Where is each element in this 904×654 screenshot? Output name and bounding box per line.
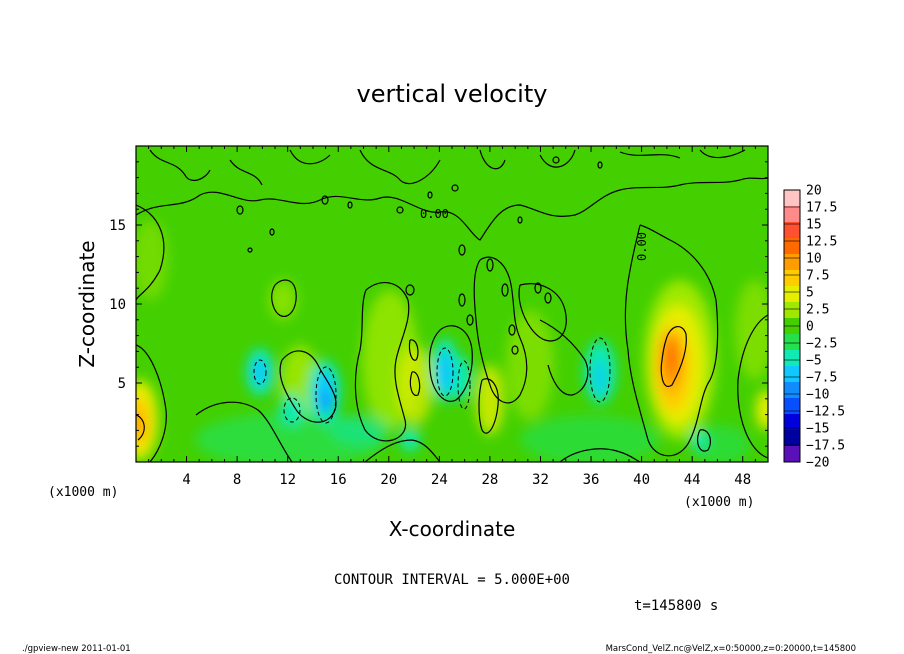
colorbar-swatch	[784, 206, 800, 223]
x-tick-label: 32	[532, 472, 549, 488]
colorbar-swatch	[784, 334, 800, 351]
colorbar-label: 2.5	[806, 303, 829, 318]
x-tick-label: 12	[279, 472, 296, 488]
colorbar-swatch	[784, 382, 800, 399]
x-tick-label: 48	[734, 472, 751, 488]
colorbar-label: −5	[806, 354, 822, 369]
contour-interval-text: CONTOUR INTERVAL = 5.000E+00	[334, 572, 570, 588]
x-tick-label: 36	[583, 472, 600, 488]
y-tick-label: 15	[109, 218, 126, 234]
x-tick-label: 8	[233, 472, 241, 488]
colorbar-label: −20	[806, 456, 829, 471]
x-axis: 4 8 12 16 20 24 28 32 36 40 44 48	[135, 146, 769, 488]
colorbar-swatch	[784, 222, 800, 239]
chart-title: vertical velocity	[357, 80, 548, 108]
colorbar-label: −2.5	[806, 337, 837, 352]
colorbar-label: 17.5	[806, 201, 837, 216]
y-axis-label: Z-coordinate	[75, 240, 99, 367]
x-tick-label: 16	[330, 472, 347, 488]
time-text: t=145800 s	[634, 598, 718, 614]
contour-zero-label-1: 0.00	[420, 207, 449, 221]
colorbar-swatch	[784, 270, 800, 287]
contour-lines	[136, 149, 768, 462]
y-tick-label: 10	[109, 297, 126, 313]
colorbar-swatch	[784, 398, 800, 415]
colorbar-swatch	[784, 238, 800, 255]
x-tick-label: 20	[380, 472, 397, 488]
footer-right: MarsCond_VelZ.nc@VelZ,x=0:50000,z=0:2000…	[606, 644, 856, 654]
x-unit-left: (x1000 m)	[48, 485, 118, 500]
x-axis-label: X-coordinate	[389, 517, 516, 541]
x-unit-right: (x1000 m)	[684, 495, 754, 510]
y-tick-label: 5	[118, 376, 126, 392]
colorbar: 20 17.5 15 12.5 10 7.5 5 2.5 0 −2.5 −5 −7.5 −10 −12.5…	[783, 184, 845, 471]
colorbar-label: 10	[806, 252, 822, 267]
colorbar-label: −17.5	[806, 439, 845, 454]
colorbar-label: 7.5	[806, 269, 829, 284]
x-tick-label: 24	[431, 472, 448, 488]
colorbar-swatch	[784, 350, 800, 367]
colorbar-label: 0	[806, 320, 814, 335]
colorbar-label: −7.5	[806, 371, 837, 386]
negative-contours	[253, 337, 611, 424]
colorbar-swatch	[784, 366, 800, 383]
plot-area: 0.00 0.00	[136, 146, 768, 462]
colorbar-label: 15	[806, 218, 822, 233]
y-axis: 5 10 15	[109, 145, 768, 463]
colorbar-swatch	[784, 414, 800, 431]
colorbar-swatch	[784, 446, 800, 463]
colorbar-swatch	[784, 430, 800, 447]
x-tick-label: 44	[684, 472, 701, 488]
colorbar-label: −12.5	[806, 405, 845, 420]
colorbar-swatch	[784, 286, 800, 303]
x-tick-label: 28	[481, 472, 498, 488]
colorbar-swatch	[784, 302, 800, 319]
colorbar-label: 5	[806, 286, 814, 301]
colorbar-label: 20	[806, 184, 822, 199]
colorbar-label: 12.5	[806, 235, 837, 250]
x-tick-label: 4	[182, 472, 190, 488]
footer-left: ./gpview-new 2011-01-01	[22, 644, 131, 654]
colorbar-label: −10	[806, 388, 829, 403]
x-tick-label: 40	[633, 472, 650, 488]
colorbar-swatch	[784, 190, 800, 207]
colorbar-label: −15	[806, 422, 829, 437]
contour-zero-label-2: 0.00	[635, 232, 649, 261]
colorbar-swatch	[784, 254, 800, 271]
